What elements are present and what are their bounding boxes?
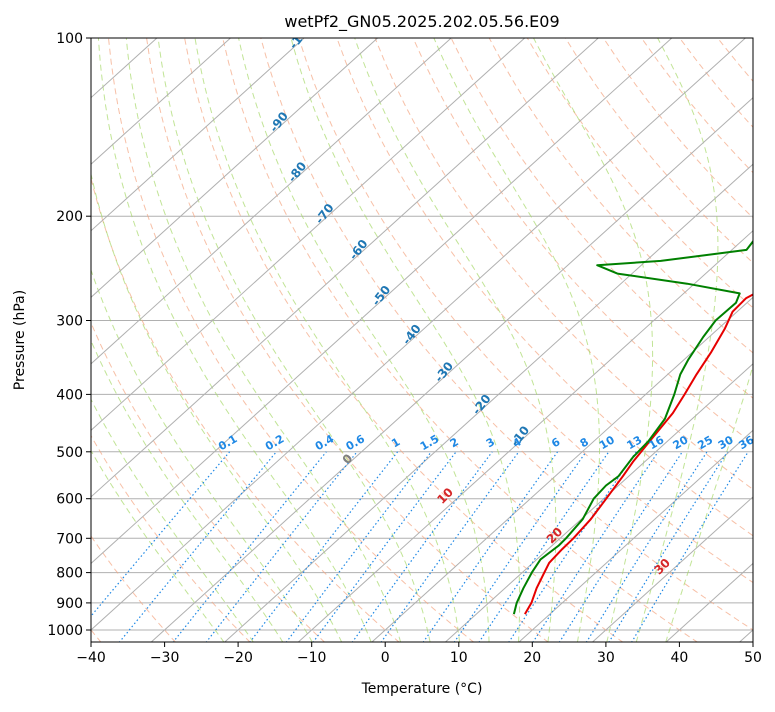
x-tick-label: 10 (450, 650, 468, 666)
y-tick-label: 300 (56, 314, 83, 330)
x-tick-label: −20 (223, 650, 253, 666)
y-tick-label: 400 (56, 387, 83, 403)
y-tick-label: 700 (56, 531, 83, 547)
y-tick-label: 1000 (47, 623, 83, 639)
x-tick-label: 0 (381, 650, 390, 666)
x-tick-label: 40 (670, 650, 688, 666)
y-tick-label: 500 (56, 445, 83, 461)
y-tick-label: 900 (56, 596, 83, 612)
x-tick-label: 20 (523, 650, 541, 666)
x-tick-label: −40 (76, 650, 106, 666)
x-tick-label: 50 (744, 650, 762, 666)
x-tick-label: −30 (150, 650, 180, 666)
x-tick-label: 30 (597, 650, 615, 666)
chart-title: wetPf2_GN05.2025.202.05.56.E09 (284, 12, 559, 32)
y-tick-label: 100 (56, 31, 83, 47)
y-axis-label: Pressure (hPa) (12, 290, 28, 390)
y-tick-label: 200 (56, 209, 83, 225)
x-axis-label: Temperature (°C) (361, 681, 483, 697)
y-tick-label: 600 (56, 492, 83, 508)
y-tick-label: 800 (56, 566, 83, 582)
x-tick-label: −10 (297, 650, 327, 666)
